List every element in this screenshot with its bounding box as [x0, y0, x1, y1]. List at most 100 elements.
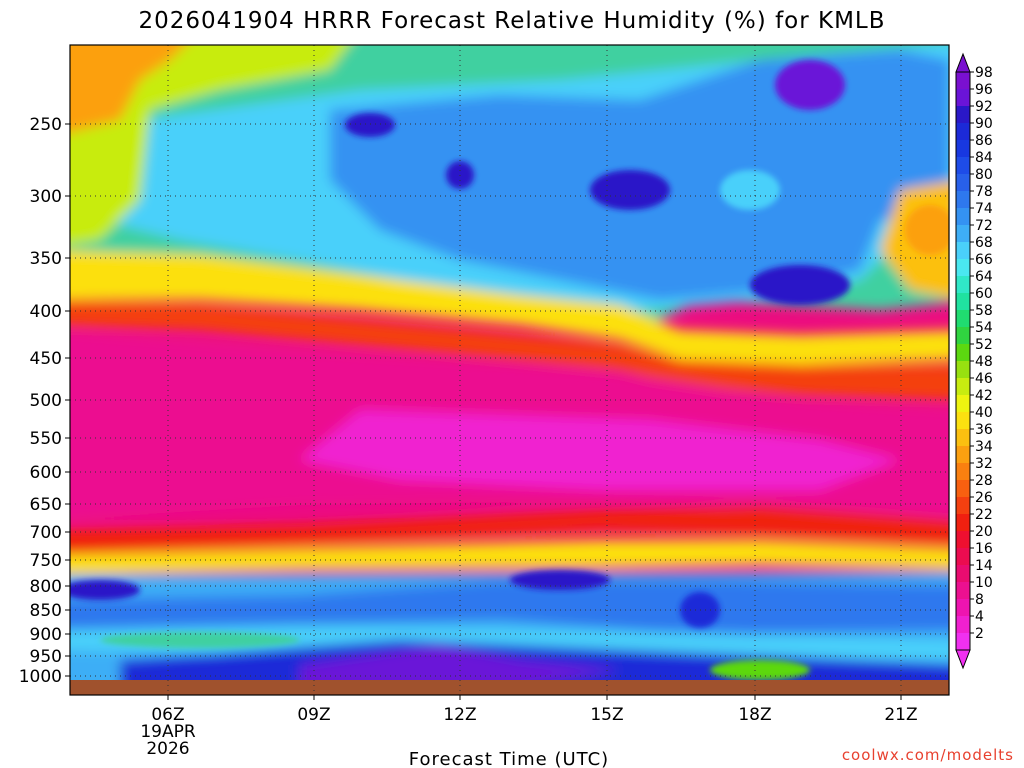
y-tick-label: 350 — [30, 249, 62, 269]
y-tick-label: 550 — [30, 429, 62, 449]
y-tick-label: 500 — [30, 391, 62, 411]
y-tick-label: 600 — [30, 463, 62, 483]
colorbar-swatch — [956, 480, 970, 498]
colorbar-label: 4 — [975, 609, 984, 625]
colorbar-swatch — [956, 191, 970, 209]
colorbar-label: 14 — [975, 558, 993, 574]
colorbar-label: 52 — [975, 337, 993, 353]
colorbar-label: 20 — [975, 524, 993, 540]
colorbar-label: 26 — [975, 490, 993, 506]
colorbar-swatch — [956, 582, 970, 600]
colorbar-label: 68 — [975, 235, 993, 251]
colorbar-label: 72 — [975, 218, 993, 234]
colorbar-swatch — [956, 123, 970, 141]
colorbar-swatch — [956, 463, 970, 481]
colorbar-swatch — [956, 174, 970, 192]
x-tick-label: 21Z — [884, 705, 917, 725]
x-tick-label: 09Z — [297, 705, 330, 725]
colorbar-label: 42 — [975, 388, 993, 404]
y-tick-label: 800 — [30, 577, 62, 597]
colorbar-swatch — [956, 633, 970, 651]
colorbar-top-arrow — [955, 52, 971, 73]
colorbar-swatch — [956, 276, 970, 294]
colorbar-swatch — [956, 344, 970, 362]
x-year-label: 2026 — [146, 739, 189, 759]
colorbar-swatch — [956, 327, 970, 345]
colorbar-swatch — [956, 412, 970, 430]
colorbar-swatch — [956, 242, 970, 260]
colorbar-label: 40 — [975, 405, 993, 421]
colorbar-swatch — [956, 361, 970, 379]
x-axis: 06Z 09Z 12Z 15Z 18Z 21Z — [151, 695, 918, 725]
colorbar-label: 46 — [975, 371, 993, 387]
colorbar-swatch — [956, 446, 970, 464]
colorbar-label: 58 — [975, 303, 993, 319]
colorbar-label: 64 — [975, 269, 993, 285]
y-axis: 250 300 350 400 450 500 550 600 650 700 750 800 850 9… — [19, 115, 70, 687]
colorbar-label: 54 — [975, 320, 993, 336]
colorbar-swatch — [956, 106, 970, 124]
y-tick-label: 400 — [30, 302, 62, 322]
colorbar-label: 8 — [975, 592, 984, 608]
colorbar-swatch — [956, 378, 970, 396]
y-tick-label: 250 — [30, 115, 62, 135]
y-tick-label: 1000 — [19, 667, 62, 687]
grid-lines — [70, 45, 949, 695]
colorbar-swatch — [956, 531, 970, 549]
colorbar-bottom-arrow — [955, 649, 971, 670]
colorbar-swatch — [956, 157, 970, 175]
colorbar-swatch — [956, 497, 970, 515]
colorbar: 9896929086848078747268666460585452484642… — [955, 52, 993, 670]
colorbar-swatch — [956, 395, 970, 413]
colorbar-label: 90 — [975, 116, 993, 132]
colorbar-swatch — [956, 259, 970, 277]
colorbar-swatch — [956, 429, 970, 447]
colorbar-label: 48 — [975, 354, 993, 370]
colorbar-swatch — [956, 225, 970, 243]
colorbar-label: 28 — [975, 473, 993, 489]
colorbar-label: 80 — [975, 167, 993, 183]
y-tick-label: 750 — [30, 551, 62, 571]
y-tick-label: 850 — [30, 601, 62, 621]
colorbar-label: 78 — [975, 184, 993, 200]
colorbar-label: 36 — [975, 422, 993, 438]
y-tick-label: 700 — [30, 523, 62, 543]
colorbar-swatch — [956, 565, 970, 583]
y-tick-label: 300 — [30, 187, 62, 207]
colorbar-label: 60 — [975, 286, 993, 302]
colorbar-label: 22 — [975, 507, 993, 523]
colorbar-label: 10 — [975, 575, 993, 591]
colorbar-label: 32 — [975, 456, 993, 472]
x-axis-title: Forecast Time (UTC) — [409, 749, 609, 768]
colorbar-label: 96 — [975, 82, 993, 98]
colorbar-swatch — [956, 89, 970, 107]
colorbar-swatch — [956, 140, 970, 158]
y-tick-label: 450 — [30, 349, 62, 369]
colorbar-swatch — [956, 208, 970, 226]
y-tick-label: 900 — [30, 625, 62, 645]
x-tick-label: 18Z — [738, 705, 771, 725]
x-tick-label: 15Z — [590, 705, 623, 725]
colorbar-swatch — [956, 514, 970, 532]
rh-field — [70, 45, 949, 695]
colorbar-label: 86 — [975, 133, 993, 149]
colorbar-label: 74 — [975, 201, 993, 217]
colorbar-label: 16 — [975, 541, 993, 557]
colorbar-swatch — [956, 548, 970, 566]
source-credit: coolwx.com/modelts — [842, 746, 1014, 764]
x-tick-label: 06Z — [151, 705, 184, 725]
colorbar-swatch — [956, 599, 970, 617]
colorbar-swatch — [956, 616, 970, 634]
chart-title: 2026041904 HRRR Forecast Relative Humidi… — [138, 8, 885, 34]
colorbar-label: 2 — [975, 626, 984, 642]
x-tick-label: 12Z — [443, 705, 476, 725]
y-tick-label: 650 — [30, 495, 62, 515]
colorbar-swatch — [956, 293, 970, 311]
plot-frame — [69, 44, 950, 696]
colorbar-label: 66 — [975, 252, 993, 268]
colorbar-swatch — [956, 72, 970, 90]
colorbar-label: 92 — [975, 99, 993, 115]
y-tick-label: 950 — [30, 647, 62, 667]
colorbar-swatch — [956, 310, 970, 328]
